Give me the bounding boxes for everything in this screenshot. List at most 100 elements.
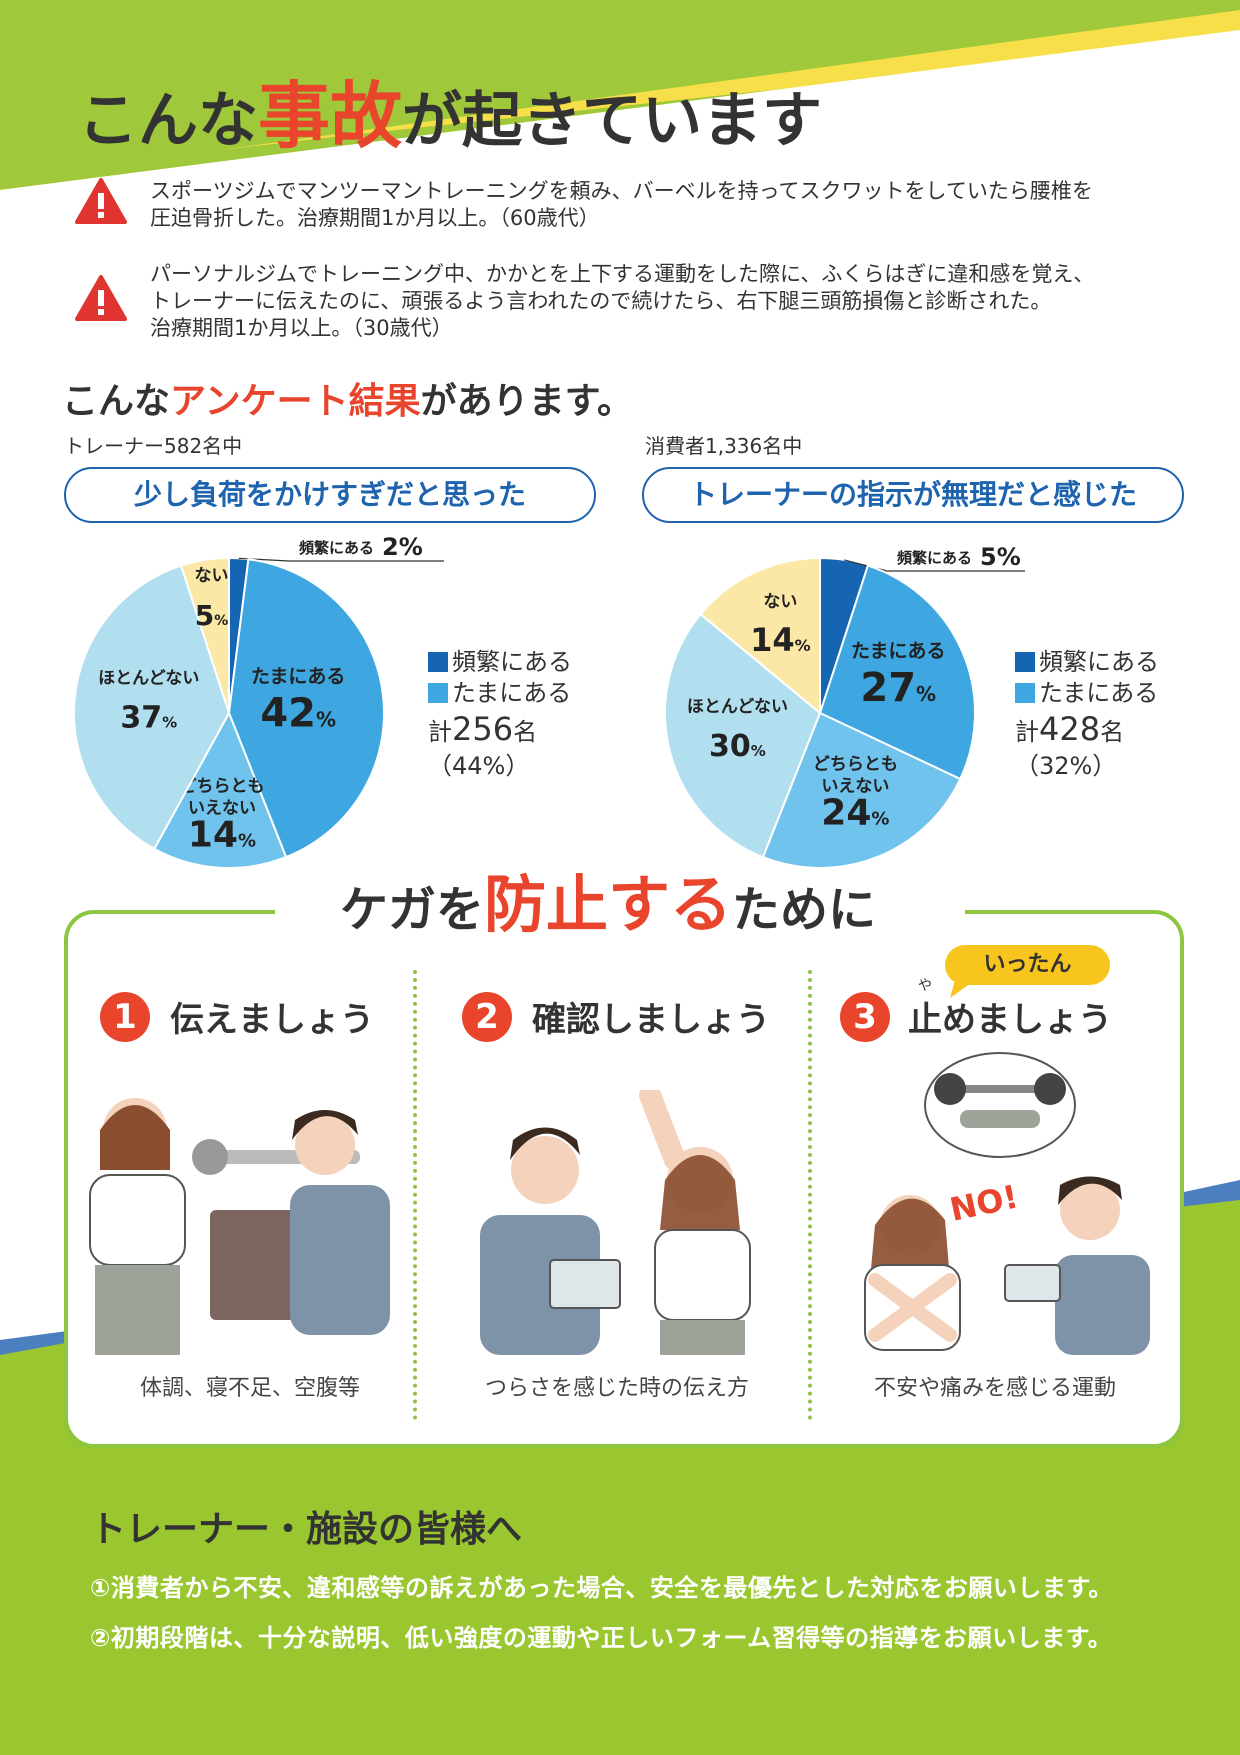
- survey-heading: こんなアンケート結果があります。: [62, 372, 633, 424]
- slice-value-4: 5%: [195, 599, 229, 632]
- pie-slice-1: [227, 558, 385, 859]
- slice-label-4: ない: [195, 566, 229, 586]
- trainer-checking-illustration: [480, 1090, 751, 1355]
- total-prefix: 計: [1015, 718, 1039, 746]
- warning-icon: [75, 178, 127, 224]
- page-title: こんな事故が起きています: [78, 78, 822, 159]
- prevention-heading: ケガを防止するために: [340, 870, 876, 945]
- slice-label-4: ない: [763, 592, 797, 612]
- total-count: 256: [452, 710, 514, 748]
- total-percent: （32%）: [1015, 752, 1117, 780]
- warning-icon: [75, 275, 127, 321]
- step-caption: 不安や痛みを感じる運動: [873, 1376, 1116, 1401]
- prevention-heading-part: ケガを: [340, 882, 485, 938]
- step-number: 2: [462, 992, 512, 1042]
- stop-exercise-illustration: NO!: [864, 1052, 1150, 1355]
- slice-label-3: ほとんどない: [98, 668, 199, 688]
- prevention-heading-emphasis: 防止する: [484, 868, 733, 941]
- title-part: こんな: [78, 86, 258, 156]
- pie-slice-4: [179, 556, 230, 714]
- slice-label-1: たまにある: [251, 665, 345, 687]
- slice-value-0: 2%: [382, 535, 423, 561]
- leader-line: [238, 557, 444, 562]
- total-suffix: 名: [1100, 718, 1125, 746]
- ittan-callout: いったん: [945, 945, 1110, 985]
- title-part: が起きています: [402, 86, 823, 156]
- legend-swatch: [1015, 683, 1035, 703]
- legend-item: たまにある: [1015, 678, 1159, 709]
- step-title: 伝えましょう: [170, 1000, 374, 1040]
- legend-label: 頻繁にある: [452, 648, 572, 676]
- leader-line: [844, 559, 1025, 572]
- chart-group-label: 消費者1,336名中: [645, 434, 803, 458]
- step-title: 止めましょう: [908, 1000, 1112, 1040]
- legend-item: たまにある: [428, 678, 572, 709]
- step-title: 確認しましょう: [532, 1000, 770, 1040]
- accident-report-2: パーソナルジムでトレーニング中、かかとを上下する運動をした際に、ふくらはぎに違和…: [150, 261, 1094, 342]
- legend-swatch: [428, 652, 448, 672]
- accident-line: トレーナーに伝えたのに、頑張るよう言われたので続けたら、右下腿三頭筋損傷と診断さ…: [150, 289, 1052, 313]
- legend-swatch: [428, 683, 448, 703]
- legend-label: たまにある: [1039, 679, 1159, 707]
- heading-backdrop: [275, 870, 965, 950]
- total-prefix: 計: [428, 718, 452, 746]
- slice-label-1: たまにある: [851, 640, 945, 662]
- step-number: 1: [100, 992, 150, 1042]
- panel-divider: [413, 970, 417, 1420]
- slice-label-2: どちらとも: [813, 754, 898, 774]
- slice-label-0: 頻繁にある: [897, 549, 972, 567]
- pie-slice-3: [665, 612, 822, 859]
- chart-legend: 頻繁にある たまにある: [1015, 647, 1159, 709]
- legend-swatch: [1015, 652, 1035, 672]
- chart-title: 少し負荷をかけすぎだと思った: [64, 467, 596, 523]
- slice-label-0: 頻繁にある: [299, 539, 374, 557]
- chart-total: 計256名 （44%）: [428, 712, 537, 783]
- pie-slice-3: [74, 564, 231, 851]
- slice-label-2: どちらとも: [179, 776, 264, 796]
- total-suffix: 名: [513, 718, 538, 746]
- legend-label: たまにある: [452, 679, 572, 707]
- total-percent: （44%）: [428, 752, 530, 780]
- no-label: NO!: [946, 1177, 1021, 1228]
- slice-label-2: いえない: [188, 798, 256, 818]
- slice-value-3: 30%: [709, 729, 766, 764]
- trainer-explaining-illustration: [89, 1098, 390, 1355]
- pie-slice-2: [152, 710, 288, 869]
- step-number: 3: [840, 992, 890, 1042]
- bubble-tail: [950, 980, 975, 998]
- legend-item: 頻繁にある: [428, 647, 572, 678]
- slice-value-0: 5%: [980, 543, 1021, 571]
- slice-label-3: ほとんどない: [687, 697, 788, 717]
- step-caption: つらさを感じた時の伝え方: [484, 1376, 749, 1401]
- notice-item: ①消費者から不安、違和感等の訴えがあった場合、安全を最優先とした対応をお願いしま…: [90, 1574, 1113, 1602]
- step-ruby: や: [918, 978, 932, 994]
- accident-line: パーソナルジムでトレーニング中、かかとを上下する運動をした際に、ふくらはぎに違和…: [150, 262, 1095, 286]
- legend-label: 頻繁にある: [1039, 648, 1159, 676]
- survey-heading-part: があります。: [420, 381, 633, 422]
- slice-value-1: 42%: [260, 690, 336, 736]
- panel-divider: [808, 970, 812, 1420]
- accident-line: スポーツジムでマンツーマントレーニングを頼み、バーベルを持ってスクワットをしてい…: [150, 179, 1093, 203]
- chart-group-label: トレーナー582名中: [64, 434, 243, 458]
- step-caption: 体調、寝不足、空腹等: [139, 1376, 360, 1401]
- pie-slice-2: [761, 711, 962, 869]
- accident-report-1: スポーツジムでマンツーマントレーニングを頼み、バーベルを持ってスクワットをしてい…: [150, 178, 1093, 232]
- notice-heading: トレーナー・施設の皆様へ: [90, 1509, 523, 1550]
- chart-total: 計428名 （32%）: [1015, 712, 1124, 783]
- pie-chart-consumer: 頻繁にある 5%たまにある27%どちらともいえない24%ほとんどない30%ない14…: [665, 543, 1025, 869]
- prevention-heading-part: ために: [732, 882, 877, 938]
- accident-line: 治療期間1か月以上。（30歳代）: [150, 316, 453, 340]
- total-count: 428: [1039, 710, 1101, 748]
- chart-title: トレーナーの指示が無理だと感じた: [642, 467, 1184, 523]
- chart-legend: 頻繁にある たまにある: [428, 647, 572, 709]
- notice-item: ②初期段階は、十分な説明、低い強度の運動や正しいフォーム習得等の指導をお願いしま…: [90, 1624, 1113, 1652]
- prevention-panel: [64, 910, 1184, 1448]
- pie-slice-1: [818, 564, 976, 781]
- accident-line: 圧迫骨折した。治療期間1か月以上。（60歳代）: [150, 206, 600, 230]
- pie-slice-4: [699, 556, 821, 716]
- survey-heading-emphasis: アンケート結果: [170, 381, 421, 422]
- title-emphasis: 事故: [258, 74, 403, 158]
- survey-heading-part: こんな: [62, 381, 171, 422]
